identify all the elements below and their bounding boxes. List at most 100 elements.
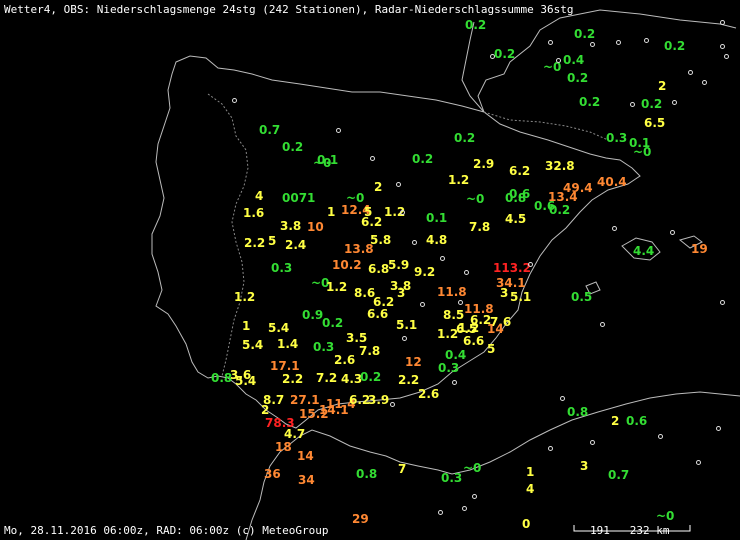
observation-value: 1.2	[437, 327, 459, 341]
observation-value: 0.3	[606, 131, 628, 145]
observation-value: 9.2	[414, 265, 436, 279]
station-marker	[590, 42, 595, 47]
station-marker	[396, 182, 401, 187]
station-marker	[472, 494, 477, 499]
observation-value: 6.2	[349, 393, 371, 407]
observation-value: 0.6	[509, 187, 531, 201]
station-marker	[696, 460, 701, 465]
observation-value: 49.4	[563, 181, 593, 195]
observation-value: 4.7	[284, 427, 306, 441]
observation-value: 3.5	[346, 331, 368, 345]
station-marker	[716, 426, 721, 431]
station-marker	[630, 102, 635, 107]
station-marker	[590, 440, 595, 445]
observation-value: 5.9	[388, 258, 410, 272]
observation-value: 4	[255, 189, 264, 203]
observation-value: 2.6	[418, 387, 440, 401]
observation-value: 0.3	[441, 471, 463, 485]
observation-value: 5	[487, 342, 496, 356]
observation-value: 2.2	[282, 372, 304, 386]
station-marker	[658, 434, 663, 439]
station-marker	[458, 300, 463, 305]
station-marker	[548, 40, 553, 45]
observation-value: 3.8	[280, 219, 302, 233]
observation-value: 0.6	[626, 414, 648, 428]
observation-value: 0.2	[494, 47, 516, 61]
observation-value: 6.6	[463, 334, 485, 348]
station-marker	[232, 98, 237, 103]
observation-value: 15.2	[299, 407, 329, 421]
observation-value: ~0	[466, 192, 485, 206]
station-marker	[412, 240, 417, 245]
es-fr-border	[483, 111, 609, 141]
ibiza-coastline	[585, 281, 601, 295]
observation-value: 6.5	[456, 322, 478, 336]
mallorca-coastline	[621, 237, 661, 261]
observation-value: 6.2	[509, 164, 531, 178]
observation-value: 0.8	[356, 467, 378, 481]
observation-value: 1.2	[326, 280, 348, 294]
observation-value: 7.2	[316, 371, 338, 385]
observation-value: 8.7	[263, 393, 285, 407]
station-marker	[390, 402, 395, 407]
observation-value: 0.4	[563, 53, 585, 67]
scale-bar	[573, 525, 691, 532]
observation-value: 27.1	[290, 393, 320, 407]
observation-value: 1.2	[384, 205, 406, 219]
menorca-coastline	[678, 235, 703, 249]
observation-value: 29	[352, 512, 369, 526]
observation-value: 4.4	[633, 244, 655, 258]
observation-value: 7.8	[359, 344, 381, 358]
observation-value: 6.2	[373, 295, 395, 309]
observation-value: 2.6	[334, 353, 356, 367]
observation-value: 8.6	[354, 286, 376, 300]
observation-value: 12	[405, 355, 422, 369]
observation-value: 5	[268, 234, 277, 248]
station-marker	[600, 322, 605, 327]
observation-value: 0.2	[641, 97, 663, 111]
station-marker	[720, 44, 725, 49]
observation-value: 2.9	[473, 157, 495, 171]
observation-value: 0.2	[567, 71, 589, 85]
station-marker	[556, 58, 561, 63]
observation-value: 0.1	[317, 153, 339, 167]
africa-coastline	[245, 391, 740, 540]
observation-value: 13.8	[344, 242, 374, 256]
observation-value: 40.4	[597, 175, 627, 189]
observation-value: 14	[297, 449, 314, 463]
observation-value: 4.3	[341, 372, 363, 386]
observation-value: 0.2	[282, 140, 304, 154]
observation-value: 10	[307, 220, 324, 234]
observation-value: 6.5	[644, 116, 666, 130]
observation-value: 0.7	[259, 123, 281, 137]
observation-value: 0.2	[360, 370, 382, 384]
station-marker	[452, 380, 457, 385]
observation-value: ~0	[543, 60, 562, 74]
observation-value: 2.2	[398, 373, 420, 387]
observation-value: 12.4	[341, 203, 371, 217]
station-marker	[464, 270, 469, 275]
observation-value: 11.8	[437, 285, 467, 299]
observation-value: 34	[298, 473, 315, 487]
observation-value: 5.4	[242, 338, 264, 352]
observation-value: 6.8	[368, 262, 390, 276]
observation-value: 17.1	[270, 359, 300, 373]
france-coastline	[477, 9, 737, 113]
observation-value: 3	[500, 286, 509, 300]
observation-value: 1.2	[448, 173, 470, 187]
observation-value: 0.2	[574, 27, 596, 41]
observation-value: 1.2	[458, 321, 480, 335]
observation-value: 1.2	[234, 290, 256, 304]
station-marker	[400, 210, 405, 215]
observation-value: 0.5	[571, 290, 593, 304]
observation-value: 2	[374, 180, 383, 194]
scale-label: 191 - 232 km	[590, 524, 670, 537]
observation-value: 0.1	[629, 136, 651, 150]
observation-value: 0.2	[549, 203, 571, 217]
observation-value: 1.4	[277, 337, 299, 351]
pt-es-border	[207, 93, 249, 377]
observation-value: 0.1	[426, 211, 448, 225]
observation-value: 0.4	[445, 348, 467, 362]
